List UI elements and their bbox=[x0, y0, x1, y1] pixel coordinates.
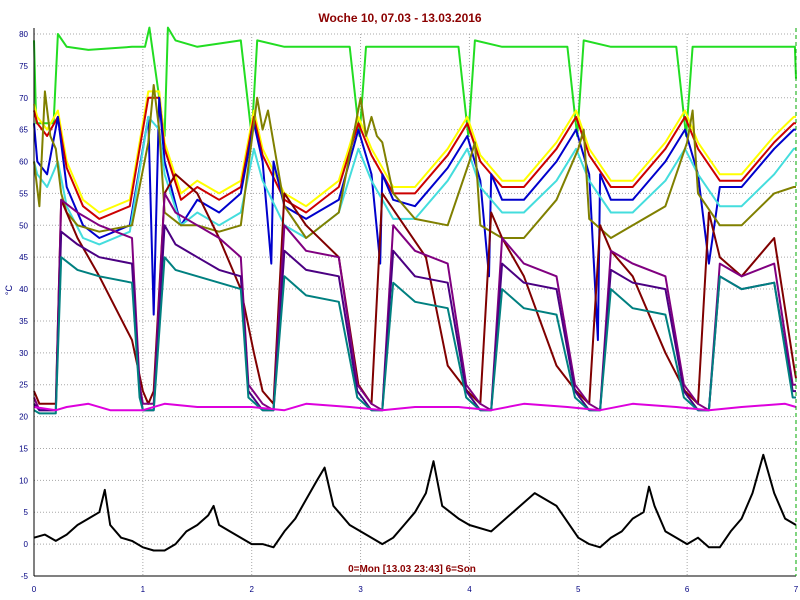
y-tick-label: 45 bbox=[19, 253, 28, 262]
x-tick-label: 3 bbox=[358, 585, 363, 594]
y-ticks: -5 0 5 10 15 20 25 30 35 40 45 50 55 60 65 70 75 80 bbox=[19, 30, 28, 581]
x-tick-label: 5 bbox=[576, 585, 581, 594]
axes bbox=[33, 28, 797, 577]
y-tick-label: 60 bbox=[19, 158, 28, 167]
x-tick-label: 0 bbox=[32, 585, 37, 594]
y-tick-label: 40 bbox=[19, 285, 28, 294]
y-tick-label: 15 bbox=[19, 444, 28, 453]
x-tick-label: 7 bbox=[794, 585, 799, 594]
y-tick-label: 0 bbox=[24, 540, 29, 549]
series-group bbox=[33, 26, 797, 552]
x-tick-label: 2 bbox=[249, 585, 254, 594]
chart-title: Woche 10, 07.03 - 13.03.2016 bbox=[318, 11, 482, 25]
series-line-12 bbox=[33, 453, 797, 552]
series-line-6 bbox=[33, 84, 796, 239]
y-tick-label: 50 bbox=[19, 221, 28, 230]
y-tick-label: 20 bbox=[19, 413, 28, 422]
series-line-7 bbox=[33, 173, 797, 405]
y-tick-label: 65 bbox=[19, 126, 28, 135]
series-line-5 bbox=[33, 115, 796, 246]
y-tick-label: 25 bbox=[19, 381, 28, 390]
x-ticks: 0 1 2 3 4 5 6 7 bbox=[32, 585, 799, 594]
y-tick-label: 35 bbox=[19, 317, 28, 326]
y-tick-label: 30 bbox=[19, 349, 28, 358]
series-line-3 bbox=[33, 96, 796, 220]
series-line-1 bbox=[33, 26, 797, 137]
y-tick-label: 55 bbox=[19, 189, 28, 198]
y-tick-label: 80 bbox=[19, 30, 28, 39]
y-tick-label: 75 bbox=[19, 62, 28, 71]
chart-footer: 0=Mon [13.03 23:43] 6=Son bbox=[348, 564, 476, 575]
y-tick-label: 5 bbox=[24, 508, 29, 517]
series-line-11 bbox=[33, 402, 797, 412]
x-tick-label: 1 bbox=[141, 585, 146, 594]
y-axis-label: °C bbox=[4, 284, 14, 295]
x-tick-label: 4 bbox=[467, 585, 472, 594]
y-tick-label: 70 bbox=[19, 94, 28, 103]
y-tick-label: 10 bbox=[19, 476, 28, 485]
y-tick-label: -5 bbox=[21, 572, 29, 581]
x-tick-label: 6 bbox=[685, 585, 690, 594]
